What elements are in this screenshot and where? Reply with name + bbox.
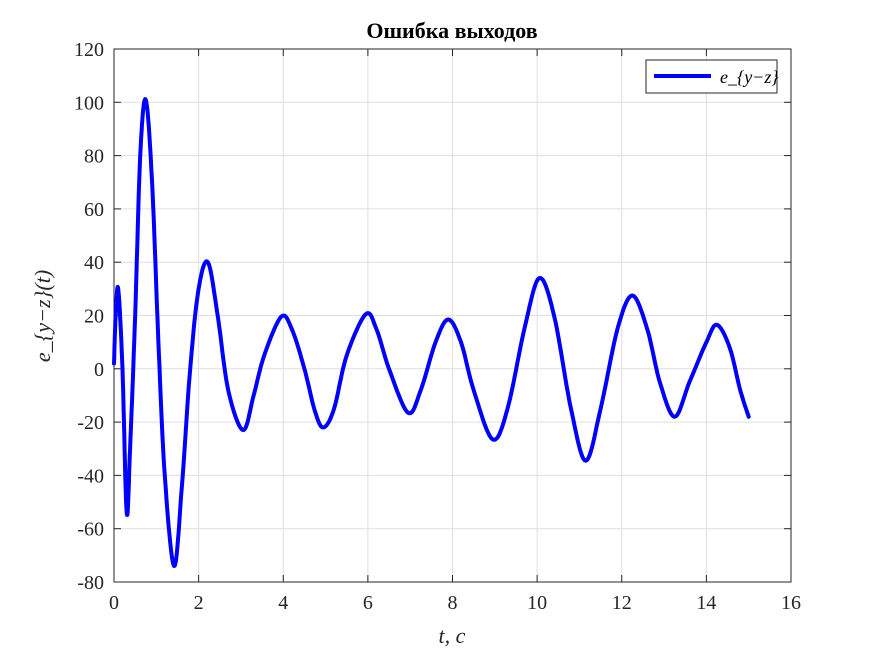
grid-lines [113, 48, 792, 583]
x-tick-label: 14 [696, 592, 716, 614]
x-tick-label: 10 [527, 592, 547, 614]
x-tick-label: 16 [781, 592, 801, 614]
x-tick-label: 2 [194, 592, 204, 614]
y-tick-label: -20 [77, 412, 104, 434]
y-tick-label: -80 [77, 572, 104, 594]
y-tick-label: 40 [84, 252, 104, 274]
legend-entry: e_{y−z} [720, 67, 779, 87]
x-tick-label: 6 [363, 592, 373, 614]
y-tick-label: 60 [84, 199, 104, 221]
y-tick-label: 80 [84, 146, 104, 168]
x-tick-label: 8 [448, 592, 458, 614]
y-axis-label: e_{y−z}(t) [30, 270, 55, 362]
chart-title: Ошибка выходов [366, 18, 537, 43]
y-tick-labels: -80 -60 -40 -20 0 20 40 60 80 100 120 [74, 39, 104, 594]
y-tick-label: 0 [94, 359, 104, 381]
y-tick-label: 20 [84, 306, 104, 328]
y-tick-label: 100 [74, 92, 104, 114]
legend: e_{y−z} [645, 59, 779, 94]
x-tick-labels: 0 2 4 6 8 10 12 14 16 [109, 592, 801, 614]
y-tick-label: -40 [77, 465, 104, 487]
y-tick-label: -60 [77, 519, 104, 541]
axis-ticks [113, 48, 792, 583]
x-axis-label: t, c [439, 623, 466, 648]
series-line-e-y-z [112, 97, 751, 568]
x-tick-label: 4 [278, 592, 288, 614]
x-tick-label: 0 [109, 592, 119, 614]
y-tick-label: 120 [74, 39, 104, 61]
x-tick-label: 12 [612, 592, 632, 614]
